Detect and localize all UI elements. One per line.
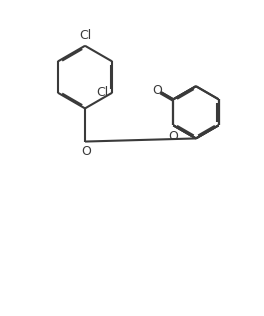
Text: Cl: Cl [97, 86, 109, 99]
Text: O: O [152, 83, 162, 96]
Text: Cl: Cl [79, 28, 91, 42]
Text: O: O [168, 130, 178, 143]
Text: O: O [81, 145, 91, 158]
